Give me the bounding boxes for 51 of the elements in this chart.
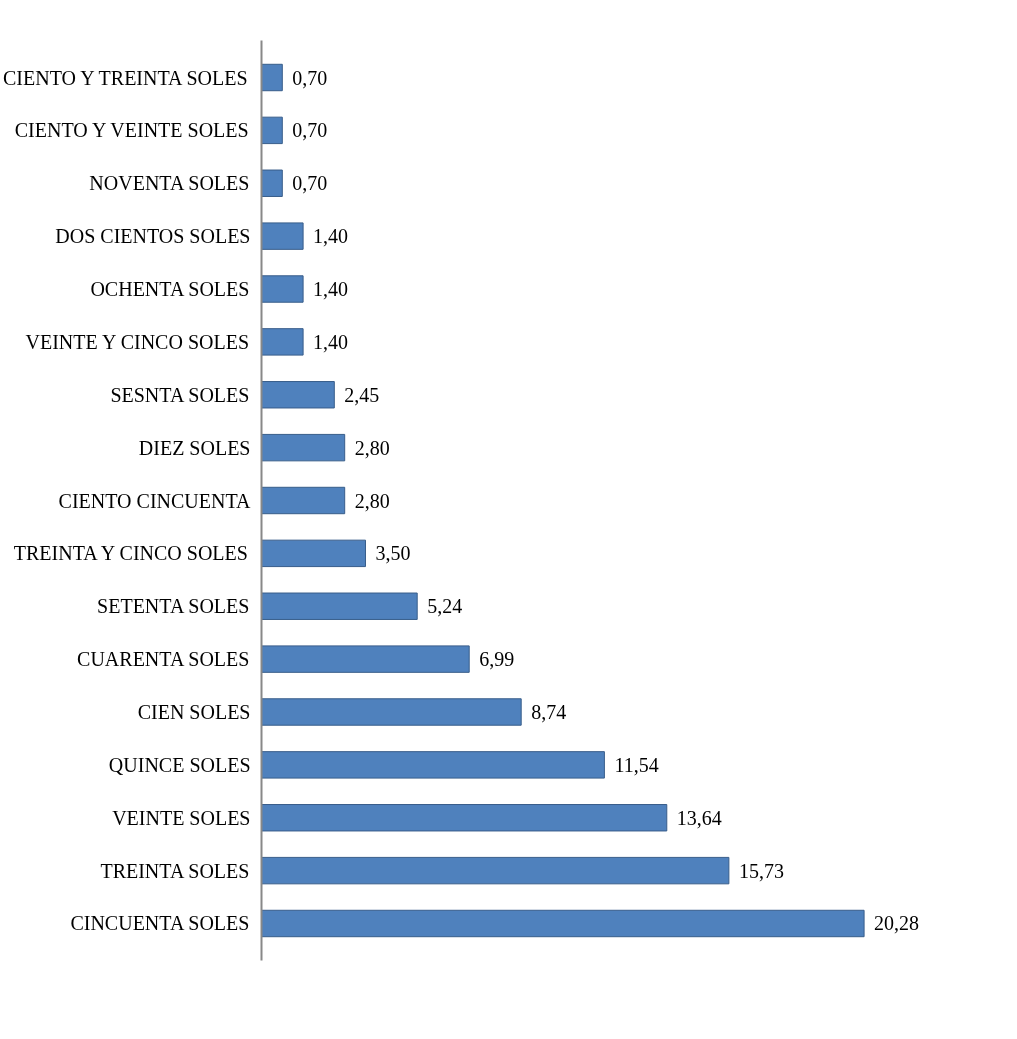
y-tick-label: CUARENTA SOLES [77,648,250,671]
bar [261,539,366,568]
bar [261,856,730,885]
y-tick-label: CIENTO Y TREINTA SOLES [3,66,248,89]
bar [261,909,865,938]
data-label: 1,40 [313,278,349,301]
bar [261,222,304,250]
bar [261,433,346,462]
data-label: 1,40 [313,330,349,353]
bar [261,275,304,303]
y-tick-label: TREINTA SOLES [100,859,250,882]
y-tick-label: TREINTA Y CINCO SOLES [13,542,248,565]
data-label: 0,70 [292,172,328,195]
y-tick-label: VEINTE Y CINCO SOLES [25,330,250,353]
bar [261,381,335,409]
data-label: 20,28 [874,912,920,935]
data-label: 5,24 [427,595,463,618]
bar [261,63,283,92]
y-tick-label: CIEN SOLES [137,700,251,723]
bar [261,328,304,356]
data-label: 0,70 [292,119,328,142]
y-tick-label: DOS CIENTOS SOLES [55,225,251,248]
y-tick-label: DIEZ SOLES [138,436,251,459]
y-tick-label: CINCUENTA SOLES [70,912,250,935]
data-label: 1,40 [313,225,349,248]
data-label: 0,70 [292,66,328,89]
bar [261,645,470,673]
bar [261,592,418,620]
data-label: 6,99 [479,648,515,671]
bar [261,751,605,779]
y-tick-label: SETENTA SOLES [97,595,250,618]
y-tick-label: CIENTO Y VEINTE SOLES [14,119,249,142]
data-label: 8,74 [531,700,567,723]
data-label: 3,50 [375,542,411,565]
bar [261,804,668,832]
y-tick-label: QUINCE SOLES [108,753,251,776]
y-tick-label: NOVENTA SOLES [89,172,250,195]
y-tick-label: CIENTO CINCUENTA [58,489,252,512]
data-label: 13,64 [676,806,722,829]
bar [261,486,346,515]
bar [261,116,283,145]
data-label: 11,54 [614,753,659,776]
y-tick-label: OCHENTA SOLES [90,278,250,301]
bar [261,169,283,197]
bar [261,698,522,726]
data-label: 2,45 [344,383,380,406]
data-label: 15,73 [738,859,784,882]
y-tick-label: VEINTE SOLES [112,806,251,829]
data-label: 2,80 [354,436,390,459]
data-label: 2,80 [354,489,390,512]
y-tick-label: SESNTA SOLES [110,383,250,406]
